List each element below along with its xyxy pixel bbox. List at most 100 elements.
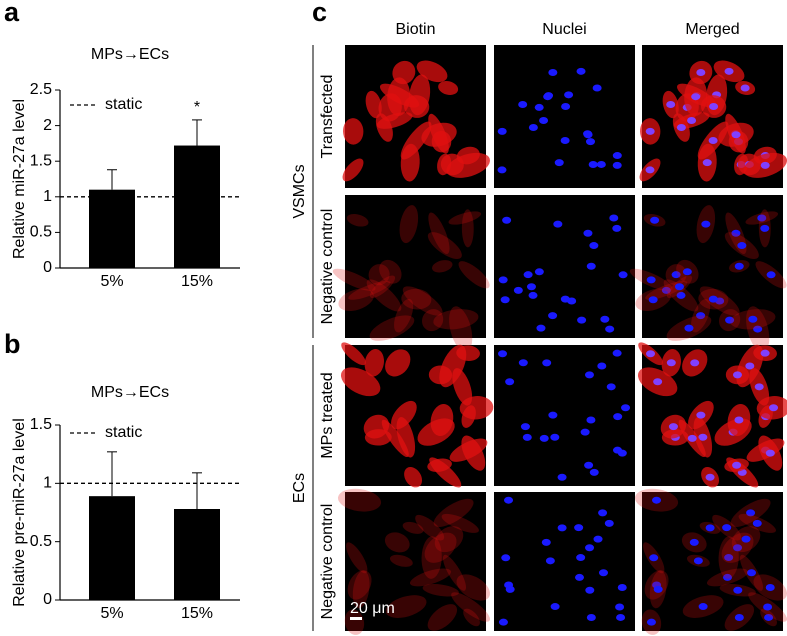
- cell-stain: [348, 280, 391, 300]
- nucleus: [505, 378, 515, 386]
- micrograph-background: [494, 345, 635, 486]
- nucleus: [696, 411, 706, 419]
- bar: [89, 496, 135, 600]
- x-tick-label: 5%: [100, 605, 123, 622]
- micrograph: [634, 488, 787, 635]
- cell-stain: [381, 419, 409, 457]
- nucleus: [534, 103, 544, 111]
- nucleus: [584, 371, 594, 379]
- cell-stain: [446, 152, 491, 178]
- nucleus: [523, 271, 533, 279]
- cell-stain: [409, 568, 452, 587]
- nucleus: [698, 603, 708, 611]
- cell-stain: [432, 260, 453, 273]
- nucleus: [687, 434, 697, 442]
- cell-stain: [427, 458, 452, 472]
- micrograph-background: [345, 492, 486, 631]
- nucleus: [588, 160, 598, 168]
- nucleus: [557, 524, 567, 532]
- micrograph: [494, 45, 635, 188]
- panel-label: a: [4, 0, 20, 27]
- y-tick-label: 0.5: [30, 533, 52, 550]
- nucleus: [550, 603, 560, 611]
- nucleus: [518, 359, 528, 367]
- cell-stain: [430, 403, 454, 437]
- cell-stain: [352, 570, 370, 609]
- nucleus: [618, 271, 628, 279]
- nucleus: [554, 159, 564, 167]
- nucleus: [543, 93, 553, 101]
- nucleus: [696, 312, 706, 320]
- nucleus: [757, 214, 767, 222]
- nucleus: [600, 315, 610, 323]
- nucleus: [645, 166, 655, 174]
- cell-stain: [403, 95, 430, 118]
- cell-stain: [365, 90, 382, 119]
- nucleus: [754, 383, 764, 391]
- cell-stain: [427, 232, 462, 259]
- nucleus: [598, 509, 608, 517]
- nucleus: [534, 268, 544, 276]
- nucleus: [598, 569, 608, 577]
- cell-stain: [449, 306, 473, 352]
- cell-stain: [389, 554, 413, 567]
- cell-stain: [394, 298, 414, 333]
- nucleus: [526, 283, 536, 291]
- group-label: ECs: [291, 473, 308, 503]
- micrograph-background: [494, 492, 635, 631]
- nucleus: [764, 613, 774, 621]
- nucleus: [564, 91, 574, 99]
- cell-stain: [461, 435, 486, 471]
- nucleus: [691, 93, 701, 101]
- cell-stain: [375, 113, 393, 142]
- nucleus: [646, 276, 656, 284]
- cell-stain: [428, 365, 453, 385]
- nucleus: [542, 359, 552, 367]
- panel-label: b: [4, 329, 21, 359]
- row-label: Negative control: [319, 209, 336, 325]
- nucleus: [702, 159, 712, 167]
- y-tick-label: 0: [43, 259, 52, 276]
- nucleus: [766, 271, 776, 279]
- nucleus: [513, 286, 523, 294]
- nucleus: [560, 137, 570, 145]
- nucleus: [612, 349, 622, 357]
- cell-stain: [442, 554, 467, 591]
- nucleus: [687, 117, 697, 125]
- nucleus: [593, 535, 603, 543]
- nucleus: [769, 404, 779, 412]
- nucleus: [760, 161, 770, 169]
- nucleus: [621, 404, 631, 412]
- nucleus: [576, 554, 586, 562]
- bar: [89, 189, 135, 268]
- x-tick-label: 15%: [181, 273, 213, 290]
- cell-stain: [433, 498, 474, 527]
- cell-stain: [451, 592, 491, 622]
- nucleus: [541, 538, 551, 546]
- nucleus: [597, 362, 607, 370]
- row-label: Transfected: [319, 75, 336, 159]
- legend-label: static: [105, 424, 142, 441]
- nucleus: [696, 69, 706, 77]
- nucleus: [731, 229, 741, 237]
- nucleus: [708, 137, 718, 145]
- nucleus: [504, 496, 514, 504]
- nucleus: [616, 613, 626, 621]
- bar: [174, 145, 220, 268]
- nucleus: [609, 214, 619, 222]
- nucleus: [596, 160, 606, 168]
- nucleus: [734, 613, 744, 621]
- nucleus: [645, 127, 655, 135]
- column-label: Nuclei: [542, 21, 586, 38]
- nucleus: [605, 325, 615, 333]
- nucleus: [576, 67, 586, 75]
- nucleus: [765, 584, 775, 592]
- column-label: Biotin: [395, 21, 435, 38]
- cell-stain: [433, 309, 479, 330]
- y-tick-label: 1: [43, 188, 52, 205]
- nucleus: [560, 295, 570, 303]
- nucleus: [724, 67, 734, 75]
- cell-stain: [421, 309, 444, 332]
- scale-bar-label: 20 μm: [350, 600, 395, 617]
